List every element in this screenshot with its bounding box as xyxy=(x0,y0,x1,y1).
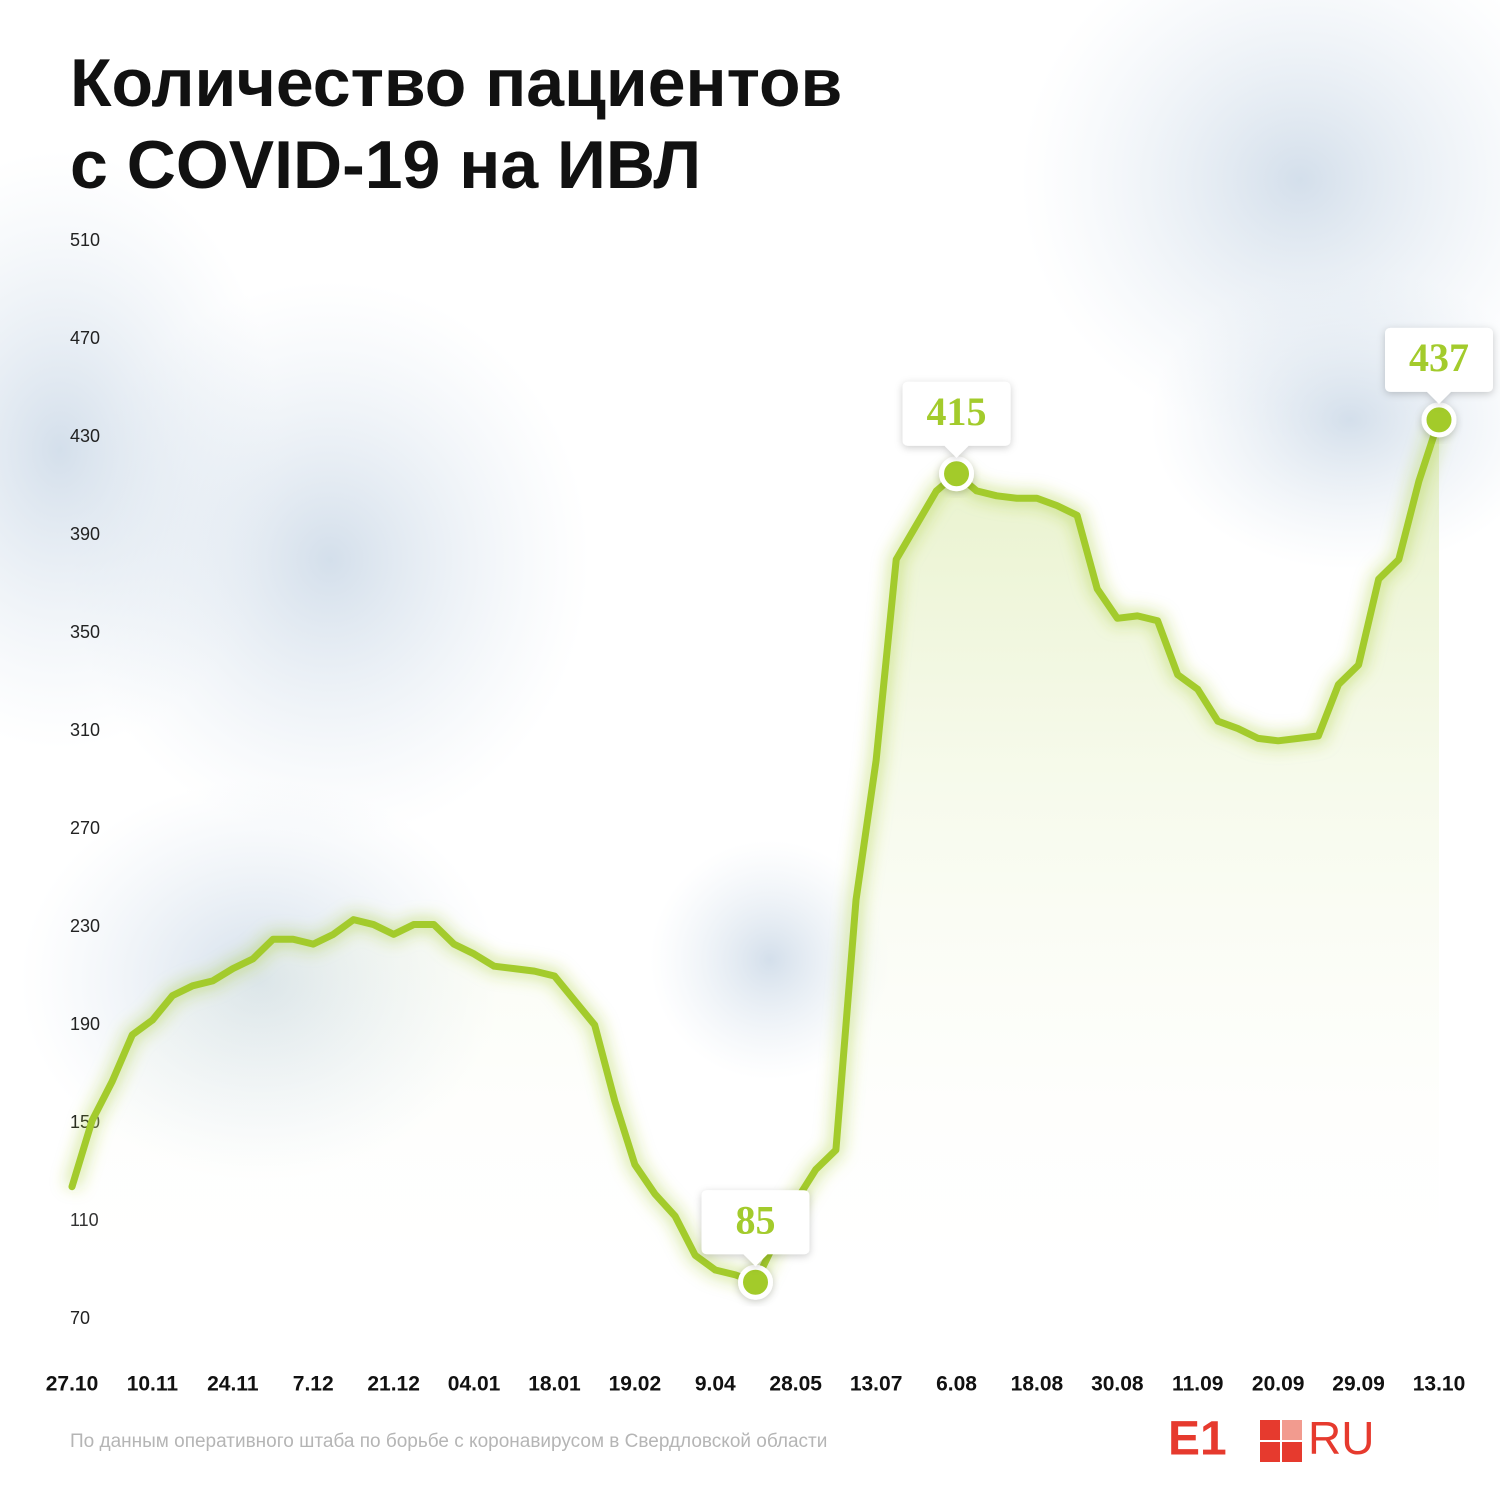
point xyxy=(939,456,975,492)
y-tick-label: 190 xyxy=(70,1014,100,1034)
x-tick-label: 7.12 xyxy=(293,1373,334,1396)
callout: 85 xyxy=(701,1190,810,1267)
x-tick-label: 24.11 xyxy=(207,1373,259,1396)
y-tick-label: 470 xyxy=(70,328,100,348)
x-tick-label: 18.01 xyxy=(528,1373,581,1396)
y-tick-label: 510 xyxy=(70,230,100,250)
logo: E1 RU xyxy=(1168,1412,1374,1466)
callout-box xyxy=(902,381,1011,458)
y-tick-label: 230 xyxy=(70,916,100,936)
x-tick-label: 13.07 xyxy=(850,1373,903,1396)
source: По данным оперативного штаба по борьбе с… xyxy=(70,1431,827,1452)
y-tick-label: 390 xyxy=(70,524,100,544)
callout: 415 xyxy=(902,381,1011,458)
point xyxy=(1421,402,1457,438)
callout-box xyxy=(1385,327,1493,404)
data-label: 85 xyxy=(736,1197,776,1242)
x-tick-label: 18.08 xyxy=(1011,1373,1064,1396)
logo-text: RU xyxy=(1308,1412,1374,1464)
x-tick-label: 11.09 xyxy=(1172,1373,1223,1396)
chart-title: с COVID-19 на ИВЛ xyxy=(70,127,701,203)
data-label: 415 xyxy=(927,389,987,434)
point xyxy=(738,1264,773,1300)
x-tick-label: 19.02 xyxy=(609,1373,662,1396)
x-tick-label: 10.11 xyxy=(127,1373,179,1396)
x-tick-label: 28.05 xyxy=(769,1373,822,1396)
data-label: 437 xyxy=(1409,335,1469,380)
y-tick-label: 270 xyxy=(70,818,100,838)
y-tick-label: 350 xyxy=(70,622,100,642)
callout: 437 xyxy=(1385,327,1493,404)
x-tick-label: 20.09 xyxy=(1252,1373,1305,1396)
x-tick-label: 21.12 xyxy=(367,1373,420,1396)
x-tick-label: 27.10 xyxy=(46,1373,99,1396)
x-tick-label: 30.08 xyxy=(1091,1373,1144,1396)
background xyxy=(0,0,1500,1180)
chart-title: Количество пациентов xyxy=(70,45,842,121)
callout-box xyxy=(701,1190,810,1267)
area xyxy=(72,419,1439,1320)
x-tick-label: 13.10 xyxy=(1413,1373,1466,1396)
y-tick-label: 310 xyxy=(70,720,100,740)
logo-text: E1 xyxy=(1168,1413,1227,1466)
x-tick-label: 9.04 xyxy=(695,1373,736,1396)
x-tick-label: 29.09 xyxy=(1332,1373,1385,1396)
y-tick-label: 430 xyxy=(70,426,100,446)
x-tick-label: 6.08 xyxy=(936,1373,977,1396)
x-tick-label: 04.01 xyxy=(448,1373,501,1396)
